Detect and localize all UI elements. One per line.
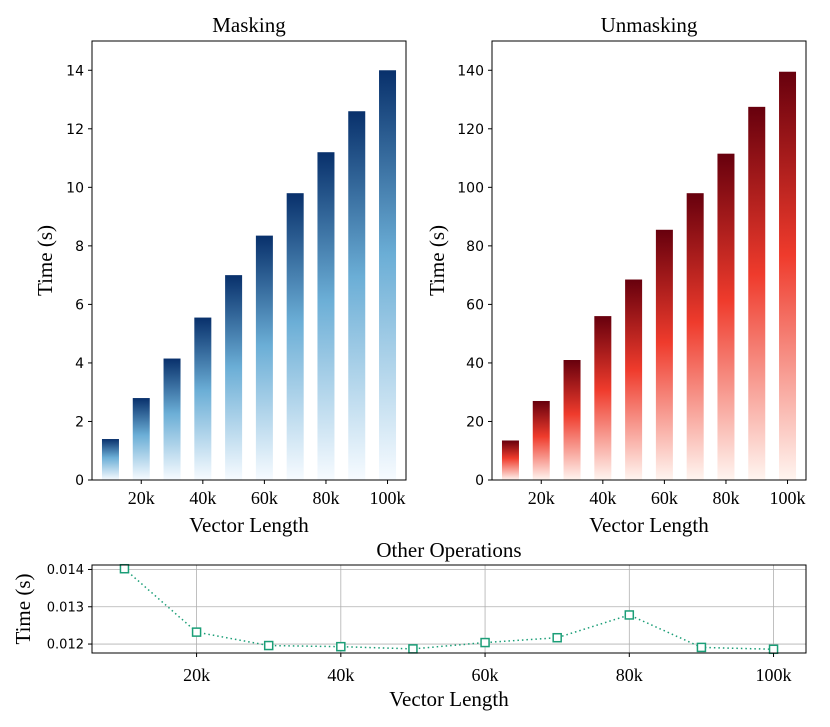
chart-2: 0.012 0.013 0.014 20k 40k 60k 80k 100k Other Ope… xyxy=(11,538,807,711)
y-tick-label: 8 xyxy=(75,239,84,255)
chart-1: 0 20 40 60 80 100 120 140 20k 40k 60k 80k 100k Unmask… xyxy=(425,13,807,537)
data-point xyxy=(552,632,562,643)
y-tick-label: 100 xyxy=(457,180,484,196)
data-point xyxy=(191,627,202,637)
series-line xyxy=(123,568,774,651)
bar-50k xyxy=(625,279,643,480)
x-tick-label: 100k xyxy=(770,488,806,508)
bar-10k xyxy=(101,439,119,480)
data-point xyxy=(624,610,635,620)
bar-100k xyxy=(779,71,797,480)
axes-frame xyxy=(491,40,807,481)
data-point xyxy=(768,644,779,655)
y-tick-label: 2 xyxy=(75,415,84,431)
y-tick-label: 0 xyxy=(75,473,84,489)
bar-40k xyxy=(594,316,612,480)
x-tick-label: 100k xyxy=(370,488,406,508)
bar-60k xyxy=(655,229,673,480)
x-tick-label: 80k xyxy=(312,488,339,508)
bar-80k xyxy=(717,153,735,480)
y-tick-label: 4 xyxy=(75,356,84,372)
y-tick-label: 0.012 xyxy=(47,638,84,653)
y-tick-label: 0.014 xyxy=(47,563,84,578)
x-tick-label: 100k xyxy=(756,665,792,685)
y-axis-label: Time (s) xyxy=(11,574,35,645)
chart-title: Masking xyxy=(212,13,286,37)
y-tick-label: 140 xyxy=(457,63,484,79)
x-axis-label: Vector Length xyxy=(589,513,709,537)
data-point xyxy=(480,637,490,648)
x-tick-label: 40k xyxy=(589,488,616,508)
y-tick-label: 40 xyxy=(466,356,484,372)
y-tick-label: 10 xyxy=(66,180,84,196)
bar-70k xyxy=(686,193,704,481)
bar-40k xyxy=(194,317,212,480)
x-axis-label: Vector Length xyxy=(189,513,309,537)
axes-frame xyxy=(91,564,807,654)
bar-60k xyxy=(255,235,273,480)
bar-20k xyxy=(532,400,550,480)
y-tick-label: 80 xyxy=(466,239,484,255)
x-tick-label: 40k xyxy=(327,665,354,685)
y-axis-label: Time (s) xyxy=(425,225,449,296)
chart-title: Unmasking xyxy=(601,13,698,37)
x-tick-label: 20k xyxy=(183,665,210,685)
y-tick-label: 6 xyxy=(75,297,84,313)
y-tick-label: 20 xyxy=(466,415,484,431)
x-tick-label: 40k xyxy=(189,488,216,508)
bar-30k xyxy=(163,358,181,480)
bar-20k xyxy=(132,398,150,480)
x-tick-label: 60k xyxy=(251,488,278,508)
y-tick-label: 60 xyxy=(466,297,484,313)
data-point xyxy=(119,563,130,574)
axes-frame xyxy=(91,40,407,481)
bar-100k xyxy=(379,70,397,481)
x-tick-label: 20k xyxy=(128,488,155,508)
data-point xyxy=(408,644,418,654)
y-tick-label: 12 xyxy=(66,122,84,138)
y-tick-label: 0 xyxy=(475,473,484,489)
x-tick-label: 60k xyxy=(472,665,499,685)
bar-10k xyxy=(501,440,519,480)
y-axis-label: Time (s) xyxy=(33,225,57,296)
data-point xyxy=(263,640,274,651)
bar-90k xyxy=(348,111,366,481)
x-axis-label: Vector Length xyxy=(389,687,509,711)
bar-30k xyxy=(563,360,581,480)
bar-80k xyxy=(317,152,335,481)
y-tick-label: 14 xyxy=(66,63,84,79)
bar-90k xyxy=(748,106,766,480)
chart-0: 0 2 4 6 8 10 12 14 20k 40k 60k 80k 100k Masking Vector… xyxy=(33,13,407,537)
chart-title: Other Operations xyxy=(376,538,521,562)
data-point xyxy=(336,641,346,652)
x-tick-label: 80k xyxy=(616,665,643,685)
data-point xyxy=(696,642,707,653)
bar-70k xyxy=(286,193,304,481)
y-tick-label: 0.013 xyxy=(47,600,84,615)
x-tick-label: 60k xyxy=(651,488,678,508)
y-tick-label: 120 xyxy=(457,122,484,138)
x-tick-label: 80k xyxy=(712,488,739,508)
x-tick-label: 20k xyxy=(528,488,555,508)
bar-50k xyxy=(225,275,243,480)
